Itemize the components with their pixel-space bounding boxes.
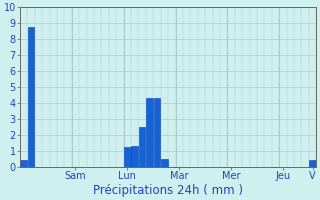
Bar bbox=[124, 147, 131, 167]
Bar bbox=[309, 160, 316, 167]
Bar bbox=[132, 146, 138, 167]
Bar bbox=[139, 127, 146, 167]
X-axis label: Précipitations 24h ( mm ): Précipitations 24h ( mm ) bbox=[93, 184, 243, 197]
Bar bbox=[146, 98, 153, 167]
Bar bbox=[28, 27, 34, 167]
Bar bbox=[154, 98, 160, 167]
Bar bbox=[161, 159, 168, 167]
Bar bbox=[20, 160, 27, 167]
